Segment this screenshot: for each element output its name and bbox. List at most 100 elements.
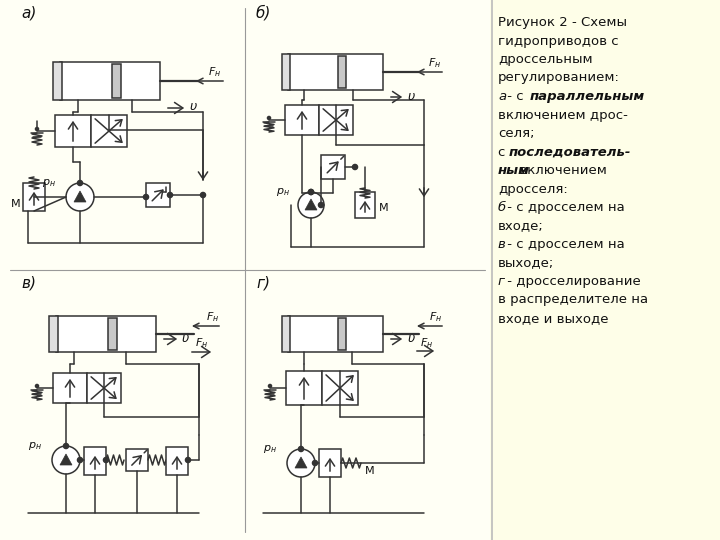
Text: М: М xyxy=(365,466,374,476)
Circle shape xyxy=(299,447,304,451)
Text: - дросселирование: - дросселирование xyxy=(503,275,641,288)
Bar xyxy=(319,105,353,135)
Text: - с дросселем на: - с дросселем на xyxy=(503,201,625,214)
Text: включением: включением xyxy=(515,164,607,177)
Circle shape xyxy=(63,443,68,449)
Bar xyxy=(108,318,117,350)
Circle shape xyxy=(52,446,80,474)
Circle shape xyxy=(35,384,38,388)
Text: $F_н$: $F_н$ xyxy=(208,65,221,79)
Circle shape xyxy=(269,384,271,388)
Text: б: б xyxy=(498,201,506,214)
Circle shape xyxy=(66,183,94,211)
Text: $F_н$: $F_н$ xyxy=(420,336,433,350)
Text: гидроприводов с: гидроприводов с xyxy=(498,35,618,48)
Circle shape xyxy=(318,202,323,207)
Bar xyxy=(321,155,345,179)
Text: υ: υ xyxy=(189,100,197,113)
Text: входе и выходе: входе и выходе xyxy=(498,312,608,325)
Circle shape xyxy=(168,192,173,198)
Text: $F_н$: $F_н$ xyxy=(206,310,219,324)
Bar xyxy=(319,449,341,477)
Text: а: а xyxy=(498,90,506,103)
Text: а): а) xyxy=(21,5,37,21)
Circle shape xyxy=(35,127,38,131)
Bar xyxy=(166,447,188,475)
Circle shape xyxy=(308,190,313,194)
Text: включением дрос-: включением дрос- xyxy=(498,109,628,122)
Bar xyxy=(322,371,358,405)
Text: - с дросселем на: - с дросселем на xyxy=(503,238,625,251)
Text: г): г) xyxy=(256,275,270,291)
Polygon shape xyxy=(60,454,72,465)
Bar xyxy=(282,316,290,352)
Bar xyxy=(490,0,720,540)
Text: входе;: входе; xyxy=(498,219,544,233)
Bar xyxy=(60,62,160,100)
Text: г: г xyxy=(498,275,505,288)
Text: последователь-: последователь- xyxy=(508,145,631,159)
Bar xyxy=(87,373,121,403)
Text: $F_н$: $F_н$ xyxy=(428,56,441,70)
Bar xyxy=(288,54,383,90)
Bar xyxy=(338,318,346,350)
Circle shape xyxy=(78,180,83,186)
Polygon shape xyxy=(305,199,317,210)
Bar xyxy=(146,183,170,207)
Circle shape xyxy=(268,117,271,119)
Circle shape xyxy=(308,190,313,194)
Bar xyxy=(338,56,346,88)
Text: дросселя:: дросселя: xyxy=(498,183,568,195)
Circle shape xyxy=(186,457,191,462)
Circle shape xyxy=(353,165,358,170)
Circle shape xyxy=(200,192,205,198)
Text: выходе;: выходе; xyxy=(498,256,554,269)
Bar xyxy=(84,447,106,475)
Circle shape xyxy=(78,457,83,462)
Text: ным: ным xyxy=(498,164,530,177)
Bar xyxy=(55,115,91,147)
Text: $p_н$: $p_н$ xyxy=(42,177,56,189)
Circle shape xyxy=(312,461,318,465)
Text: $F_н$: $F_н$ xyxy=(429,310,442,324)
Text: селя;: селя; xyxy=(498,127,534,140)
Text: регулированием:: регулированием: xyxy=(498,71,620,84)
Bar xyxy=(112,64,121,98)
Bar xyxy=(23,183,45,211)
Bar xyxy=(355,192,375,218)
Text: М: М xyxy=(379,203,389,213)
Text: - с: - с xyxy=(503,90,528,103)
Text: параллельным: параллельным xyxy=(530,90,645,103)
Circle shape xyxy=(143,194,148,199)
Text: в): в) xyxy=(21,275,36,291)
Text: дроссельным: дроссельным xyxy=(498,53,593,66)
Circle shape xyxy=(104,457,109,462)
Text: $p_н$: $p_н$ xyxy=(276,186,290,198)
Text: $p_н$: $p_н$ xyxy=(263,443,277,455)
Bar xyxy=(282,54,290,90)
Text: б): б) xyxy=(256,5,271,21)
Bar xyxy=(53,62,62,100)
Text: υ: υ xyxy=(407,332,414,345)
Text: Рисунок 2 - Схемы: Рисунок 2 - Схемы xyxy=(498,16,627,29)
Text: в: в xyxy=(498,238,505,251)
Text: υ: υ xyxy=(182,332,189,345)
Bar xyxy=(288,316,383,352)
Bar xyxy=(56,316,156,352)
Polygon shape xyxy=(74,191,86,202)
Bar xyxy=(49,316,58,352)
Bar xyxy=(53,373,87,403)
Circle shape xyxy=(287,449,315,477)
Bar xyxy=(285,105,319,135)
Text: υ: υ xyxy=(407,90,414,103)
Bar xyxy=(126,449,148,471)
Text: $F_н$: $F_н$ xyxy=(195,336,208,350)
Text: М: М xyxy=(11,199,21,209)
Polygon shape xyxy=(295,457,307,468)
Text: $p_н$: $p_н$ xyxy=(28,440,42,452)
Bar xyxy=(91,115,127,147)
Text: с: с xyxy=(498,145,510,159)
Bar xyxy=(286,371,322,405)
Text: в распределителе на: в распределителе на xyxy=(498,294,648,307)
Circle shape xyxy=(298,192,324,218)
